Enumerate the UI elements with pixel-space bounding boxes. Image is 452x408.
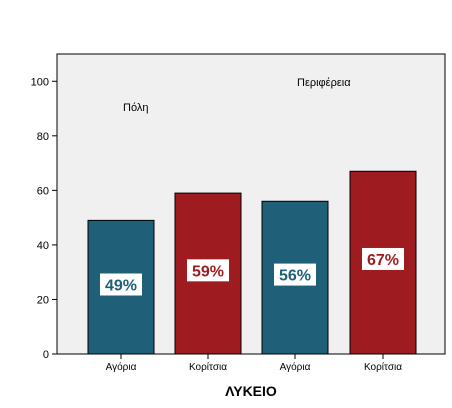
data-label: 49% [105,278,137,295]
x-tick-label: Αγόρια [106,361,137,373]
group-annotation-city: Πόλη [123,102,148,114]
x-tick-label: Κορίτσια [364,361,402,373]
data-label-box [362,247,404,270]
y-axis: 0 20 40 60 80 100 [31,76,57,361]
x-tick-label: Αγόρια [280,361,311,373]
data-label-box [187,259,229,282]
data-label: 67% [367,252,399,269]
y-tick-label: 100 [31,76,49,88]
x-axis: Αγόρια Κορίτσια Αγόρια Κορίτσια [106,354,402,373]
group-annotation-region: Περιφέρεια [297,77,351,89]
x-tick-label: Κορίτσια [189,361,227,373]
x-axis-title: ΛΥΚΕΙΟ [225,383,277,399]
y-tick-label: 20 [37,294,49,306]
y-tick-label: 0 [43,349,49,361]
y-tick-label: 60 [37,185,49,197]
y-tick-label: 40 [37,240,49,252]
bars: 49% 59% 56% 67% [87,170,417,355]
data-label: 59% [192,263,224,280]
data-label-box [100,273,142,296]
data-label: 56% [279,268,311,285]
data-label-box [274,263,316,286]
y-tick-label: 80 [37,131,49,143]
